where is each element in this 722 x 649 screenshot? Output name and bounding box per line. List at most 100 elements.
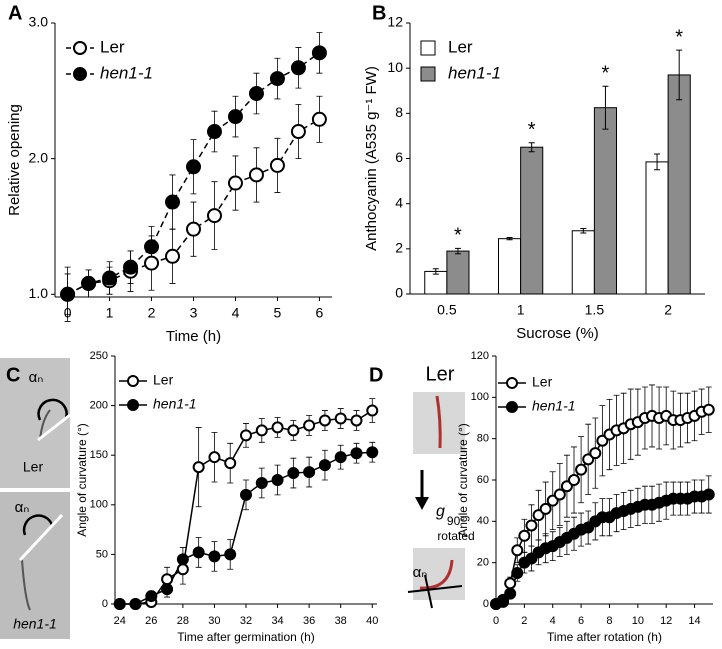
point: [311, 111, 327, 127]
point: [589, 447, 602, 460]
y-tick-label: 1.0: [29, 285, 49, 301]
series-line: [119, 451, 373, 605]
point: [287, 467, 300, 480]
point: [208, 451, 221, 464]
point: [206, 208, 222, 224]
y-tick-label: 0: [102, 598, 108, 610]
legend-marker: [506, 401, 518, 413]
error-bar: [676, 49, 683, 101]
point: [255, 476, 268, 489]
significance: *: [675, 26, 683, 48]
point: [334, 451, 347, 464]
point: [290, 60, 306, 76]
x-axis-title: Time (h): [166, 328, 221, 345]
photo-c: αₙ Ler αₙ hen1-1: [0, 358, 71, 639]
x-tick-label: 1: [517, 302, 525, 318]
point: [60, 286, 76, 302]
y-tick-label: 100: [90, 499, 108, 511]
point: [129, 598, 142, 610]
angle-line: [37, 413, 71, 442]
legend-label: Ler: [532, 374, 553, 390]
panel-label: A: [8, 2, 22, 24]
angle-line: [18, 513, 64, 562]
error-bar: [580, 228, 587, 234]
point: [145, 590, 158, 603]
y-tick-label: 60: [477, 474, 489, 486]
x-tick-label: 10: [632, 615, 644, 627]
point: [553, 488, 566, 501]
error-bar: [454, 247, 461, 255]
point: [303, 466, 316, 479]
point: [271, 421, 284, 434]
y-tick-label: 0: [483, 598, 489, 610]
significance: *: [454, 225, 462, 247]
photo-d: Ler g 90° rotated αₙ: [407, 363, 475, 609]
y-axis-title: Relative opening: [6, 104, 23, 216]
point: [287, 424, 300, 437]
arrow-head: [415, 497, 429, 510]
bar: [645, 161, 669, 295]
legend-marker: [506, 377, 518, 389]
point: [192, 461, 205, 474]
legend-label: hen1-1: [100, 63, 153, 82]
y-tick-label: 40: [477, 515, 489, 527]
legend-swatch: [420, 40, 436, 56]
point: [511, 567, 524, 579]
point: [240, 488, 252, 501]
y-tick-label: 80: [477, 433, 489, 445]
point: [702, 488, 715, 501]
point: [575, 463, 588, 476]
bar: [498, 238, 522, 295]
angle-arc: [37, 398, 68, 421]
point: [227, 175, 243, 191]
panel: A 1.0 2.0 3.0 Time (h) Relative opening Ler hen…: [6, 2, 332, 345]
bar: [424, 270, 448, 295]
point: [248, 86, 264, 102]
y-axis-title: Angle of curvature (°): [75, 423, 89, 537]
point: [350, 447, 363, 460]
point: [186, 221, 201, 237]
point: [366, 404, 379, 417]
y-tick-label: 200: [90, 400, 108, 412]
point: [113, 598, 126, 610]
x-tick-label: 34: [271, 615, 283, 627]
point: [511, 544, 524, 557]
point: [102, 270, 118, 286]
photo-label: Ler: [426, 363, 455, 385]
point: [165, 194, 181, 210]
point: [318, 459, 331, 472]
photo-label: αₙ: [29, 369, 44, 386]
point: [311, 45, 327, 61]
point: [255, 424, 268, 437]
photo-label: αₙ: [15, 499, 30, 516]
point: [208, 550, 221, 563]
x-tick-label: 5: [274, 305, 282, 321]
x-tick-label: 4: [232, 305, 240, 321]
x-axis-title: Time after rotation (h): [547, 630, 662, 644]
bar: [593, 107, 617, 295]
x-tick-label: 38: [335, 615, 347, 627]
bar: [446, 250, 470, 295]
x-tick-label: 8: [606, 615, 612, 627]
point: [539, 502, 552, 515]
legend-swatch: [420, 66, 436, 82]
bar: [571, 230, 595, 295]
legend-label: hen1-1: [153, 396, 197, 412]
point: [350, 414, 363, 427]
x-tick-label: 12: [660, 615, 672, 627]
photo-label: 90°: [447, 514, 465, 528]
legend-label: hen1-1: [448, 63, 501, 82]
seedling: [419, 559, 454, 590]
point: [318, 414, 331, 427]
seedling: [435, 395, 442, 449]
x-tick-label: 32: [240, 615, 252, 627]
legend-label: Ler: [100, 37, 125, 56]
y-tick-label: 6: [395, 149, 403, 165]
angle-line: [407, 585, 463, 593]
point: [248, 167, 264, 183]
x-tick-label: 2: [664, 302, 672, 318]
point: [165, 248, 181, 264]
x-tick-label: 6: [578, 615, 584, 627]
seedling: [21, 559, 31, 611]
